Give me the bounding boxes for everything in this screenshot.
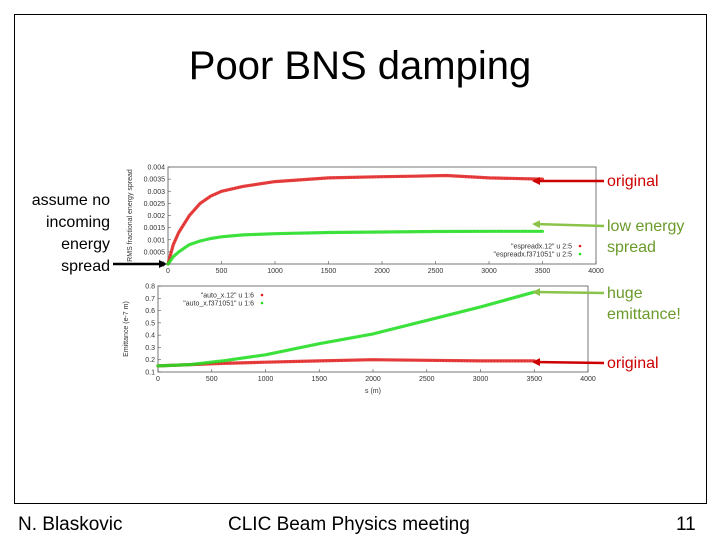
emittance-chart-y-tick-label: 0.7 bbox=[145, 296, 155, 303]
emittance-chart-y-tick-label: 0.6 bbox=[145, 308, 155, 315]
emittance-chart-legend-label-1: "auto_x.12" u 1:6 bbox=[201, 293, 254, 300]
footer-meeting: CLIC Beam Physics meeting bbox=[228, 514, 470, 535]
emittance-chart-x-tick-label: 0 bbox=[156, 376, 160, 383]
emittance-chart-x-tick-label: 3000 bbox=[473, 376, 489, 383]
annotation-original-top: original bbox=[607, 173, 659, 190]
emittance-chart-legend-swatch-1 bbox=[260, 293, 264, 297]
energy-chart-series-2-points bbox=[167, 230, 543, 265]
energy-chart-x-tick-label: 0 bbox=[166, 268, 170, 275]
emittance-chart-y-tick-label: 0.3 bbox=[145, 345, 155, 352]
energy-chart-x-tick-label: 3500 bbox=[535, 268, 551, 275]
energy-chart-y-axis-label: RMS fractional energy spread bbox=[127, 169, 134, 262]
arrow-original-bottom bbox=[532, 358, 605, 367]
energy-chart-x-tick-label: 1000 bbox=[267, 268, 283, 275]
energy-chart-x-tick-label: 4000 bbox=[588, 268, 604, 275]
footer-author: N. Blaskovic bbox=[18, 514, 123, 535]
emittance-chart-legend-label-2: "auto_x.f371051" u 1:6 bbox=[183, 301, 254, 308]
emittance-chart-y-tick-label: 0.1 bbox=[145, 370, 155, 377]
emittance-chart-x-tick-label: 3500 bbox=[526, 376, 542, 383]
energy-chart-legend-swatch-1 bbox=[578, 244, 582, 248]
energy-chart-x-tick-label: 2500 bbox=[428, 268, 444, 275]
slide-frame bbox=[14, 14, 707, 504]
annotation-huge-emittance: huge emittance! bbox=[607, 285, 681, 323]
emittance-chart-y-tick-label: 0.4 bbox=[145, 333, 155, 340]
energy-chart-legend-label-1: "espreadx.12" u 2:5 bbox=[511, 244, 572, 251]
emittance-chart-y-tick-label: 0.8 bbox=[145, 284, 155, 291]
emittance-chart-x-tick-label: 1500 bbox=[311, 376, 327, 383]
energy-chart-y-tick-label: 0.0035 bbox=[144, 177, 166, 184]
annotation-arrows bbox=[113, 177, 605, 367]
emittance-chart-x-tick-label: 4000 bbox=[580, 376, 596, 383]
energy-chart-y-tick-label: 0.0005 bbox=[144, 249, 166, 256]
annotation-low-energy: low energy spread bbox=[607, 218, 685, 256]
emittance-chart-y-axis-label: Emittance (e-7 m) bbox=[123, 301, 130, 357]
energy-chart-legend-label-2: "espreadx.f371051" u 2:5 bbox=[493, 252, 572, 259]
energy-chart-y-tick-label: 0.002 bbox=[147, 213, 165, 220]
energy-chart-y-tick-label: 0.0025 bbox=[144, 201, 166, 208]
energy-chart-y-tick-label: 0.004 bbox=[147, 165, 165, 172]
energy-chart-x-tick-label: 1500 bbox=[321, 268, 337, 275]
emittance-chart-y-tick-label: 0.2 bbox=[145, 357, 155, 364]
energy-chart-series-2-line bbox=[166, 229, 545, 266]
energy-chart-x-tick-label: 2000 bbox=[374, 268, 390, 275]
emittance-chart-x-tick-label: 2000 bbox=[365, 376, 381, 383]
energy-chart-legend-swatch-2 bbox=[578, 252, 582, 256]
emittance-chart-series-2-line bbox=[156, 290, 536, 368]
left-note: assume no incoming energy spread bbox=[31, 192, 110, 275]
arrow-low-energy bbox=[532, 220, 605, 229]
emittance-chart-x-axis-label: s (m) bbox=[365, 388, 381, 395]
energy-chart-y-tick-label: 0.001 bbox=[147, 237, 165, 244]
emittance-chart-y-tick-label: 0.5 bbox=[145, 320, 155, 327]
slide-title: Poor BNS damping bbox=[188, 44, 532, 88]
footer-page-number: 11 bbox=[676, 514, 696, 535]
energy-chart-x-tick-label: 3000 bbox=[481, 268, 497, 275]
energy-chart-y-tick-label: 0.003 bbox=[147, 189, 165, 196]
emittance-chart: 0 500 1000 1500 2000 2500 3000 3500 4000 0.1 0.2 0.… bbox=[123, 284, 596, 396]
arrow-huge-emittance bbox=[532, 288, 605, 297]
emittance-chart-x-tick-label: 2500 bbox=[419, 376, 435, 383]
emittance-chart-x-tick-label: 500 bbox=[206, 376, 218, 383]
energy-chart-series-1-points bbox=[167, 174, 543, 265]
annotation-original-bottom: original bbox=[607, 355, 659, 372]
energy-chart-x-tick-label: 500 bbox=[216, 268, 228, 275]
emittance-chart-x-tick-label: 1000 bbox=[258, 376, 274, 383]
energy-chart-series-1-line bbox=[166, 173, 545, 266]
energy-chart-y-tick-label: 0.0015 bbox=[144, 225, 166, 232]
emittance-chart-legend-swatch-2 bbox=[260, 301, 264, 305]
energy-spread-chart: 0500100015002000250030003500400000.00050… bbox=[127, 165, 604, 276]
